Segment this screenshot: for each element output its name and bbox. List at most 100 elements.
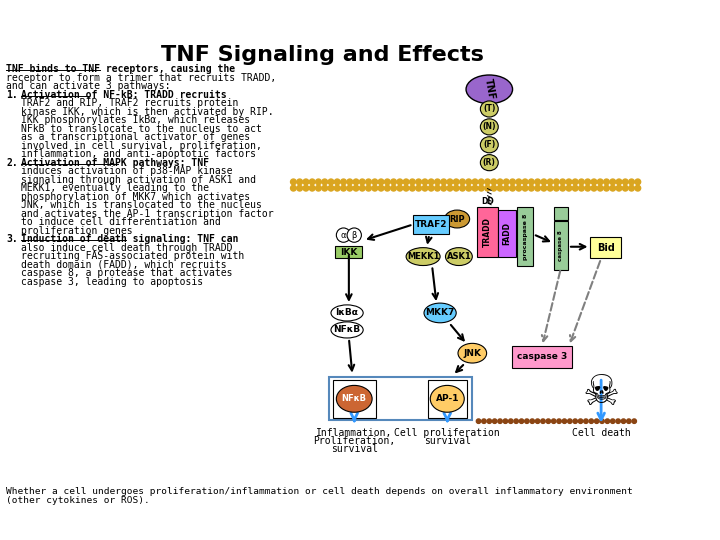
Circle shape (616, 185, 622, 191)
Circle shape (366, 185, 372, 191)
Circle shape (391, 179, 397, 185)
Text: procaspase 8: procaspase 8 (523, 213, 528, 260)
Circle shape (447, 185, 453, 191)
Circle shape (472, 185, 478, 191)
Circle shape (562, 419, 567, 423)
Circle shape (579, 185, 585, 191)
Text: (R): (R) (483, 158, 496, 167)
Circle shape (610, 179, 616, 185)
Circle shape (291, 185, 296, 191)
Circle shape (603, 179, 609, 185)
Circle shape (297, 179, 302, 185)
Circle shape (547, 179, 553, 185)
Text: β: β (351, 231, 357, 240)
Text: Inflammation,: Inflammation, (316, 428, 392, 438)
Circle shape (626, 419, 631, 423)
Text: ASK1: ASK1 (446, 252, 472, 261)
Text: survival: survival (330, 444, 378, 455)
Circle shape (541, 419, 545, 423)
Text: receptor to form a trimer that recruits TRADD,: receptor to form a trimer that recruits … (6, 73, 276, 83)
Circle shape (591, 179, 597, 185)
Circle shape (410, 179, 415, 185)
Circle shape (410, 185, 415, 191)
Circle shape (422, 185, 428, 191)
Text: kinase IKK, which is then activated by RIP.: kinase IKK, which is then activated by R… (21, 107, 273, 117)
Circle shape (478, 185, 484, 191)
Ellipse shape (336, 228, 351, 242)
Circle shape (600, 419, 604, 423)
Circle shape (353, 185, 359, 191)
Circle shape (546, 419, 551, 423)
Circle shape (485, 185, 490, 191)
Circle shape (415, 185, 421, 191)
Circle shape (525, 419, 529, 423)
Circle shape (598, 179, 603, 185)
Text: JNK: JNK (463, 349, 481, 357)
Text: FADD: FADD (503, 222, 512, 245)
Text: NFκB: NFκB (342, 394, 366, 403)
Circle shape (441, 179, 446, 185)
Ellipse shape (444, 210, 469, 228)
Circle shape (472, 179, 478, 185)
Text: MEKK1, eventually leading to the: MEKK1, eventually leading to the (21, 183, 209, 193)
Circle shape (510, 185, 516, 191)
FancyBboxPatch shape (517, 207, 533, 266)
Circle shape (566, 185, 572, 191)
Circle shape (478, 179, 484, 185)
Circle shape (466, 185, 472, 191)
Circle shape (572, 179, 578, 185)
Text: Bid: Bid (597, 242, 615, 253)
Circle shape (459, 179, 465, 185)
Circle shape (403, 179, 409, 185)
Text: TRADD: TRADD (483, 217, 492, 247)
Text: Induction of death signaling: TNF can: Induction of death signaling: TNF can (21, 234, 238, 244)
Circle shape (621, 419, 626, 423)
Text: IKK phosphorylates IkBα, which releases: IKK phosphorylates IkBα, which releases (21, 115, 250, 125)
Text: signaling through activation of ASK1 and: signaling through activation of ASK1 and (21, 175, 256, 185)
Circle shape (498, 419, 503, 423)
Circle shape (359, 185, 365, 191)
Text: IKK: IKK (340, 248, 358, 256)
Circle shape (591, 185, 597, 191)
Circle shape (510, 179, 516, 185)
Text: to induce cell differentiation and: to induce cell differentiation and (21, 217, 220, 227)
Circle shape (567, 419, 572, 423)
Circle shape (353, 179, 359, 185)
Text: Whether a cell undergoes proliferation/inflammation or cell death depends on ove: Whether a cell undergoes proliferation/i… (6, 488, 633, 496)
FancyBboxPatch shape (336, 246, 362, 258)
Circle shape (522, 179, 528, 185)
Text: TNF binds to TNF receptors, causing the: TNF binds to TNF receptors, causing the (6, 64, 235, 75)
Ellipse shape (458, 343, 487, 363)
Circle shape (322, 179, 328, 185)
Ellipse shape (347, 228, 361, 242)
Circle shape (428, 185, 434, 191)
Circle shape (322, 185, 328, 191)
Text: involved in cell survival, proliferation,: involved in cell survival, proliferation… (21, 141, 261, 151)
Ellipse shape (431, 386, 464, 412)
Circle shape (328, 179, 334, 185)
Circle shape (629, 185, 634, 191)
FancyBboxPatch shape (554, 221, 568, 270)
FancyBboxPatch shape (498, 210, 516, 256)
Circle shape (536, 419, 540, 423)
Circle shape (610, 185, 616, 191)
Circle shape (435, 179, 441, 185)
Circle shape (310, 185, 315, 191)
Circle shape (559, 185, 565, 191)
Circle shape (552, 419, 556, 423)
Circle shape (459, 185, 465, 191)
Circle shape (584, 419, 588, 423)
FancyBboxPatch shape (428, 380, 467, 417)
Text: Proliferation,: Proliferation, (313, 436, 395, 447)
Ellipse shape (331, 305, 363, 321)
Text: caspase 3, leading to apoptosis: caspase 3, leading to apoptosis (21, 276, 203, 287)
Ellipse shape (480, 137, 498, 153)
Ellipse shape (480, 119, 498, 135)
Circle shape (291, 179, 296, 185)
Circle shape (477, 419, 481, 423)
Circle shape (616, 419, 621, 423)
Circle shape (585, 185, 590, 191)
Circle shape (347, 179, 353, 185)
Circle shape (384, 185, 390, 191)
Circle shape (454, 179, 459, 185)
